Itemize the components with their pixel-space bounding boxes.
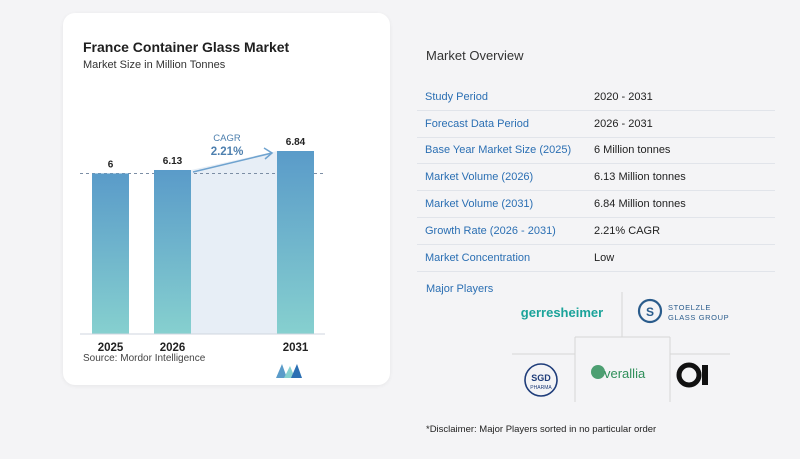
stoelzle-logo: S STOELZLE GLASS GROUP — [637, 298, 729, 324]
source-label: Source: — [83, 353, 118, 364]
category-label: 2025 — [98, 342, 124, 354]
overview-row-label: Market Volume (2031) — [425, 198, 534, 211]
sgd-text-bottom: PHARMA — [530, 385, 552, 391]
sgd-pharma-logo: SGD PHARMA — [524, 363, 558, 397]
gerresheimer-logo: gerresheimer — [521, 305, 603, 320]
overview-row-value: 6 Million tonnes — [594, 144, 671, 157]
overview-row-label: Market Volume (2026) — [425, 171, 534, 184]
growth-shade — [191, 151, 277, 334]
bar-2026 — [154, 169, 191, 334]
category-label: 2026 — [160, 342, 186, 354]
overview-row-label: Growth Rate (2026 - 2031) — [425, 224, 556, 237]
o-i-logo — [676, 362, 708, 388]
overview-row: Market Concentration Low — [417, 245, 775, 272]
chart-title: France Container Glass Market — [83, 39, 290, 55]
overview-row: Market Volume (2031) 6.84 Million tonnes — [417, 191, 775, 218]
bar-2031 — [277, 151, 314, 334]
cagr-arrow-head — [263, 147, 274, 160]
overview-row-value: Low — [594, 251, 615, 264]
overview-title: Market Overview — [426, 48, 524, 63]
svg-text:S: S — [646, 305, 654, 319]
bar-value-label: 6.84 — [286, 137, 306, 148]
overview-row-label: Forecast Data Period — [425, 117, 529, 130]
overview-row-value: 2.21% CAGR — [594, 224, 661, 237]
overview-table: Study Period 2020 - 2031 Forecast Data Per… — [417, 84, 775, 272]
overview-row-label: Market Concentration — [425, 251, 531, 264]
overview-row-value: 2020 - 2031 — [594, 90, 653, 103]
overview-row: Study Period 2020 - 2031 — [417, 84, 775, 111]
chart-subtitle: Market Size in Million Tonnes — [83, 59, 226, 71]
mordor-logo-icon — [276, 364, 302, 378]
overview-row-value: 2026 - 2031 — [594, 117, 653, 130]
stoelzle-text-top: STOELZLE — [668, 303, 711, 312]
disclaimer: *Disclaimer: Major Players sorted in no … — [426, 424, 657, 435]
category-label: 2031 — [283, 342, 309, 354]
overview-row-value: 6.13 Million tonnes — [594, 171, 686, 184]
overview-row-label: Study Period — [425, 90, 488, 103]
overview-row: Base Year Market Size (2025) 6 Million to… — [417, 138, 775, 165]
stoelzle-text-bottom: GLASS GROUP — [668, 313, 729, 322]
source-line: Source: Mordor Intelligence — [83, 353, 205, 364]
source-name: Mordor Intelligence — [120, 353, 206, 364]
overview-row-label: Base Year Market Size (2025) — [425, 144, 572, 157]
bar-value-label: 6.13 — [163, 156, 183, 167]
overview-row: Market Volume (2026) 6.13 Million tonnes — [417, 164, 775, 192]
verallia-logo: verallia — [591, 365, 646, 381]
players-title: Major Players — [426, 283, 494, 295]
overview-row-value: 6.84 Million tonnes — [594, 198, 686, 211]
cagr-value: 2.21% — [211, 146, 244, 158]
cagr-arrow-line — [192, 152, 273, 173]
sgd-text-top: SGD — [531, 373, 551, 383]
verallia-text: verallia — [604, 366, 646, 381]
bar-2025 — [92, 173, 129, 334]
overview-row: Growth Rate (2026 - 2031) 2.21% CAGR — [417, 218, 775, 245]
bar-value-label: 6 — [108, 159, 114, 170]
cagr-label: CAGR — [213, 133, 241, 144]
overview-row: Forecast Data Period 2026 - 2031 — [417, 111, 775, 138]
